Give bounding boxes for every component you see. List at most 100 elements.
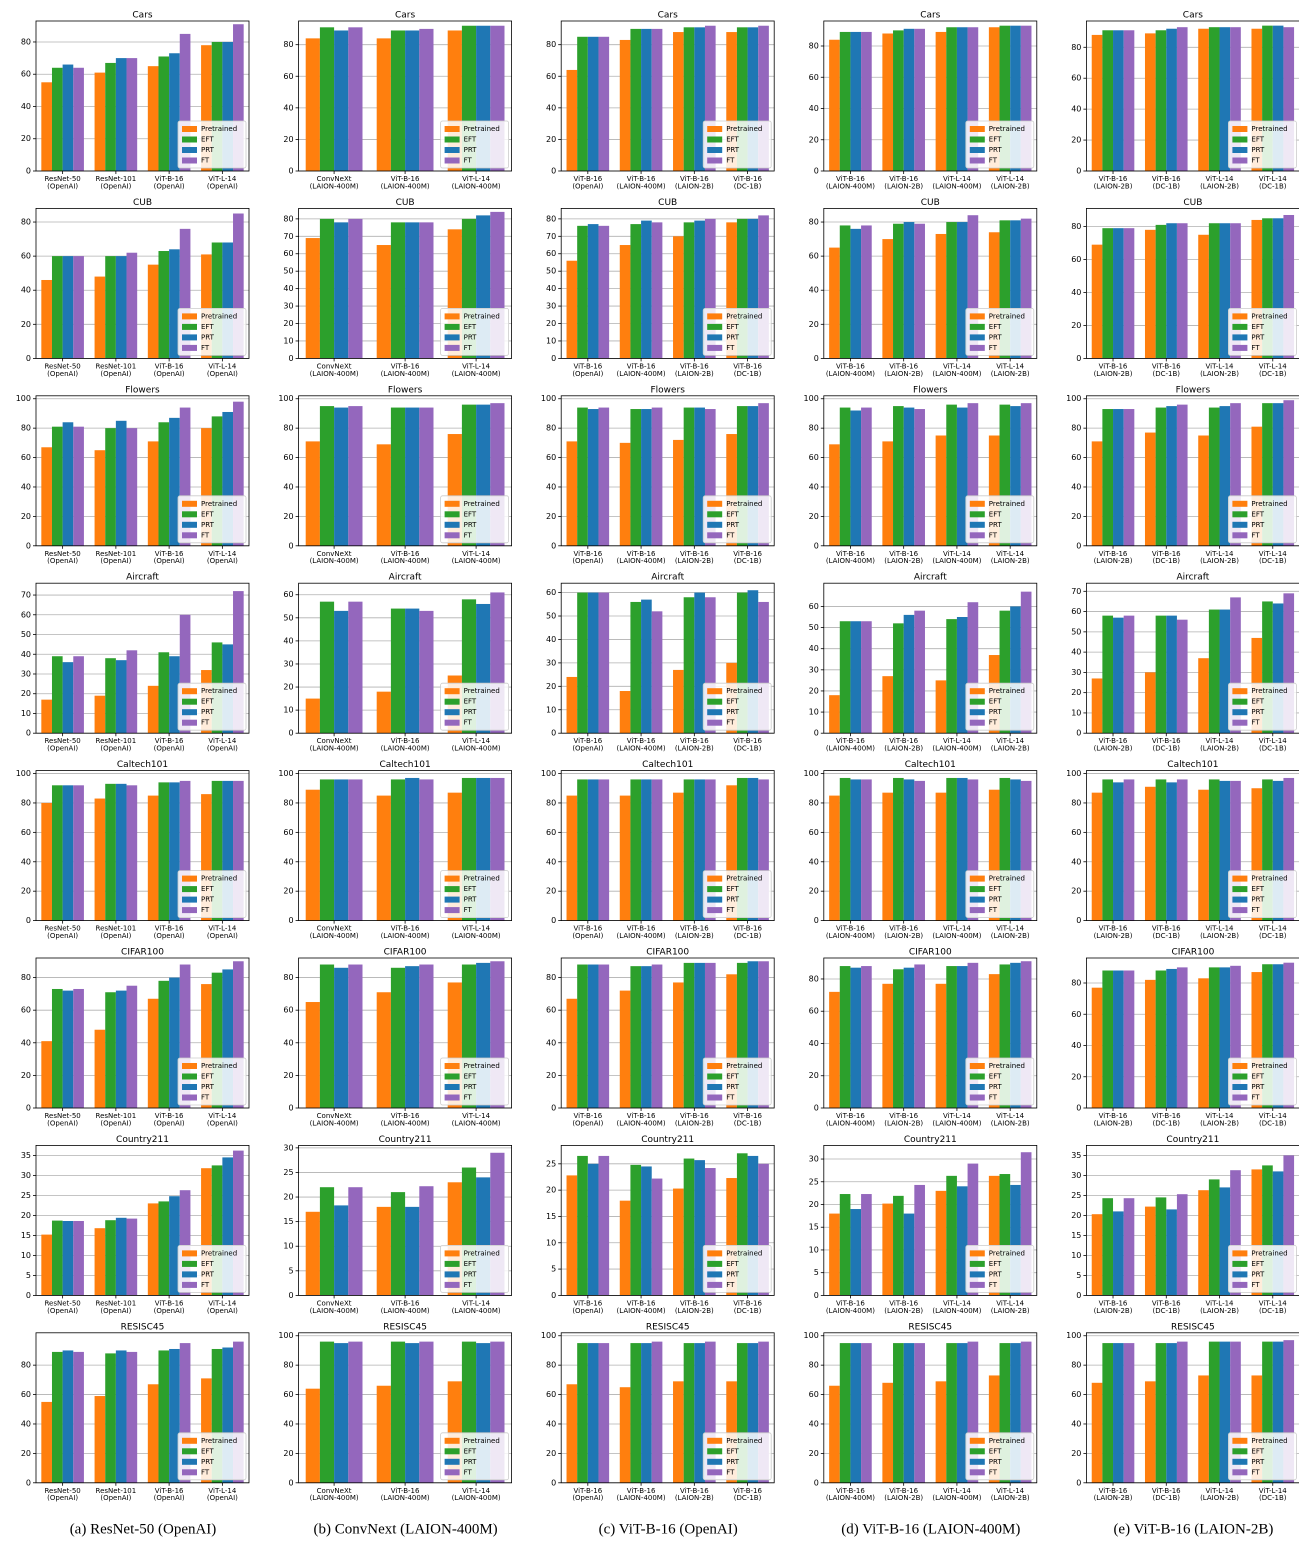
x-tick-label: ResNet-101 (OpenAI) [96,925,137,940]
legend-swatch [182,709,197,716]
legend-box [440,495,510,544]
bar [903,407,915,546]
y-tick-label: 40 [283,103,293,112]
x-tick-label: ViT-L-14 (LAION-400M) [452,550,501,565]
legend-box [702,1057,772,1106]
bar [158,980,170,1108]
y-tick-label: 60 [1071,607,1081,616]
bar [319,1341,335,1483]
bar [51,988,63,1108]
legend-label: PRT [464,333,478,341]
bar [630,224,642,359]
chart-title: Cars [1183,11,1203,21]
plot-frame [1086,395,1299,547]
bar [1166,968,1177,1108]
legend-label: PRT [1251,333,1265,341]
chart-panel: Caltech101 0 20 40 60 80 100 ResNet-50 (OpenAI) R… [16,760,250,940]
bar [726,974,737,1108]
x-tick-label: ViT-L-14 (LAION-400M) [932,362,981,377]
x-tick-label: ViT-L-14 (LAION-2B) [1200,1299,1239,1314]
legend-box [440,120,510,169]
legend-swatch [1232,1073,1248,1080]
legend-label: FT [989,719,998,727]
bar [126,428,138,546]
bar [651,964,663,1108]
bar [673,439,684,546]
bar [988,1175,1000,1296]
bar [839,966,851,1108]
y-tick-label: 60 [283,1390,293,1399]
legend-label: Pretrained [726,500,762,508]
legend-swatch [182,313,197,320]
x-tick-label: ViT-L-14 (LAION-400M) [452,737,501,752]
x-tick-label: ViT-B-16 (DC-1B) [733,175,762,190]
bar [376,1206,391,1296]
bar [683,1158,695,1296]
y-tick-label: 40 [283,284,293,293]
legend-swatch [969,1063,985,1069]
x-tick-label: ViT-B-16 (LAION-2B) [884,1112,923,1127]
bar [1230,1341,1241,1483]
bar [1219,1187,1231,1296]
legend-swatch [182,521,197,528]
legend-label: FT [1251,344,1260,352]
x-tick-label: ViT-B-16 (LAION-400M) [617,1487,666,1502]
y-tick-label: 20 [809,1071,819,1080]
legend-swatch [1232,334,1248,341]
bar [839,777,851,921]
legend-label: FT [726,344,735,352]
legend-label: PRT [989,896,1003,904]
y-tick-label: 40 [809,1039,819,1048]
legend-label: FT [989,157,998,165]
bar [673,792,684,921]
legend-swatch [182,1094,197,1101]
legend-swatch [969,313,985,320]
bar [619,245,631,359]
x-tick-label: ViT-L-14 (LAION-2B) [1200,925,1239,940]
legend-label: FT [1251,719,1260,727]
chart-title: Country211 [641,1135,694,1145]
legend-swatch [969,334,985,341]
bar [390,1341,406,1483]
bar [1219,780,1231,921]
bar [201,1378,212,1483]
y-tick-label: 20 [283,683,293,692]
legend-swatch [182,532,197,539]
bar [704,409,716,546]
bar [758,779,769,921]
bar [683,597,695,734]
x-tick-label: ViT-B-16 (LAION-2B) [1094,925,1133,940]
y-tick-label: 0 [814,1291,819,1300]
legend-label: EFT [464,1260,477,1268]
bar [673,236,684,359]
chart-panel: Cars 0 20 40 60 80 ResNet-50 (OpenAI) ResNet-101… [21,11,250,190]
bar [999,777,1011,921]
legend-swatch [1232,719,1248,726]
x-tick-label: ViT-L-14 (LAION-2B) [991,175,1030,190]
x-tick-label: ViT-L-14 (DC-1B) [1259,362,1287,377]
legend-label: PRT [989,1270,1003,1278]
bar [305,698,320,734]
legend-label: Pretrained [464,875,500,883]
legend-label: Pretrained [726,125,762,133]
x-tick-label: ViT-B-16 (LAION-2B) [884,550,923,565]
bar [726,222,737,359]
x-tick-label: ViT-B-16 (LAION-400M) [381,362,430,377]
bar [694,962,705,1108]
bar [105,256,116,359]
bar [673,982,684,1108]
legend-label: PRT [201,708,215,716]
y-tick-label: 80 [809,974,819,983]
bar [651,779,663,921]
legend-label: FT [989,344,998,352]
bar [233,591,244,734]
bar [641,1166,652,1296]
bar [405,1343,420,1483]
x-tick-label: ConvNeXt (LAION-400M) [310,925,359,940]
bar [41,1041,52,1108]
y-tick-label: 20 [546,1449,556,1458]
x-tick-label: ResNet-101 (OpenAI) [96,737,137,752]
legend-label: FT [989,1468,998,1476]
y-tick-label: 80 [21,37,31,46]
